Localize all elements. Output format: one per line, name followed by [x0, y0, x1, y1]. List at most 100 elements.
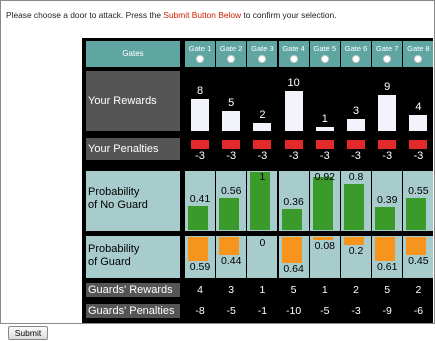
guards-penalty-value: -5 — [226, 305, 236, 317]
prob-guard-value: 0.08 — [314, 240, 336, 252]
penalty-marker — [284, 140, 303, 149]
prob-no-guard-bar — [344, 184, 364, 230]
row-label-rewards: Your Rewards — [86, 71, 180, 131]
reward-value: 5 — [228, 97, 235, 109]
gate-label: Gate 8 — [407, 44, 430, 53]
prob-no-guard-value: 0.56 — [220, 185, 242, 197]
guards-reward-value: 1 — [321, 284, 328, 296]
reward-bar — [315, 127, 334, 131]
guards-reward-value: 3 — [228, 284, 235, 296]
row-label-guards-penalties: Guards' Penalties — [86, 304, 180, 318]
prob-guard-bar — [281, 237, 302, 263]
row-label-gates: Gates — [86, 41, 180, 67]
instructions-highlight: Submit Button Below — [163, 10, 242, 20]
prob-no-guard-value: 0.36 — [283, 196, 304, 208]
penalty-value: -3 — [288, 150, 299, 162]
penalty-marker — [191, 140, 209, 149]
row-label-penalties: Your Penalties — [86, 138, 180, 160]
gate-header-2[interactable]: Gate 2 — [216, 41, 247, 67]
row-label-prob-no-guard-line2: of No Guard — [88, 199, 148, 211]
prob-no-guard-value: 0.8 — [348, 171, 364, 183]
prob-guard-cell — [309, 236, 340, 278]
penalty-value: -3 — [413, 150, 424, 162]
guards-reward-value: 2 — [353, 284, 359, 296]
submit-button[interactable]: Submit — [8, 326, 48, 340]
reward-value: 8 — [196, 85, 204, 97]
prob-guard-value: 0.64 — [283, 263, 304, 275]
reward-value: 3 — [352, 105, 360, 117]
gate-label: Gate 1 — [188, 44, 212, 53]
prob-guard-bar — [312, 237, 333, 240]
guards-penalty-value: -1 — [257, 305, 268, 317]
reward-value: 9 — [384, 81, 391, 93]
gate-radio-button[interactable] — [320, 55, 329, 63]
reward-bar — [191, 99, 209, 131]
gate-label: Gate 2 — [219, 44, 243, 53]
penalty-value: -3 — [319, 150, 330, 162]
prob-guard-value: 0.2 — [348, 245, 364, 257]
gate-radio-button[interactable] — [258, 55, 267, 63]
penalty-marker — [378, 140, 397, 149]
gate-radio-button[interactable] — [383, 55, 392, 63]
gate-header-1[interactable]: Gate 1 — [185, 41, 215, 67]
penalty-value: -3 — [257, 150, 268, 162]
prob-no-guard-bar — [281, 209, 302, 230]
prob-no-guard-value: 0.39 — [376, 194, 398, 206]
guards-penalty-value: -6 — [413, 305, 424, 317]
prob-no-guard-value: 0.55 — [408, 185, 429, 197]
prob-no-guard-bar — [375, 207, 396, 230]
prob-guard-bar — [344, 237, 364, 245]
reward-bar — [253, 123, 272, 131]
row-label-prob-no-guard: Probability of No Guard — [86, 171, 180, 231]
penalty-value: -3 — [195, 150, 205, 162]
gate-header-7[interactable]: Gate 7 — [372, 41, 403, 67]
gate-header-6[interactable]: Gate 6 — [341, 41, 371, 67]
guards-reward-value: 5 — [384, 284, 391, 296]
reward-value: 1 — [321, 113, 328, 125]
guards-penalty-value: -8 — [195, 305, 205, 317]
gate-radio-button[interactable] — [196, 55, 204, 63]
gate-radio-button[interactable] — [227, 55, 236, 63]
prob-guard-bar — [188, 237, 208, 261]
gate-header-5[interactable]: Gate 5 — [309, 41, 340, 67]
prob-no-guard-bar — [250, 172, 271, 230]
prob-guard-cell — [247, 236, 278, 278]
row-label-prob-no-guard-line1: Probability — [88, 186, 140, 198]
gate-header-4[interactable]: Gate 4 — [278, 41, 309, 67]
gate-header-3[interactable]: Gate 3 — [247, 41, 278, 67]
gate-label: Gate 6 — [344, 44, 368, 53]
instructions-after: to confirm your selection. — [241, 10, 337, 20]
reward-bar — [284, 91, 303, 131]
gate-radio-button[interactable] — [414, 55, 423, 63]
instructions-before: Please choose a door to attack. Press th… — [6, 10, 164, 20]
prob-no-guard-value: 0.92 — [314, 171, 336, 183]
gate-label: Gate 4 — [282, 44, 305, 53]
prob-no-guard-bar — [406, 198, 427, 230]
prob-no-guard-value: 0.41 — [189, 193, 211, 205]
penalty-marker — [409, 140, 428, 149]
prob-no-guard-bar — [312, 177, 333, 230]
gate-header-8[interactable]: Gate 8 — [403, 41, 434, 67]
guards-reward-value: 1 — [259, 284, 266, 296]
reward-value: 2 — [259, 109, 266, 121]
guards-reward-value: 2 — [415, 284, 422, 296]
guards-reward-value: 4 — [197, 284, 203, 296]
prob-no-guard-bar — [219, 198, 240, 230]
guards-penalty-value: -5 — [320, 305, 330, 317]
gate-radio-button[interactable] — [352, 55, 360, 63]
gate-label: Gate 3 — [251, 44, 274, 53]
penalty-marker — [222, 140, 241, 149]
reward-bar — [222, 111, 241, 131]
gate-label: Gate 5 — [313, 44, 337, 53]
instructions-text: Please choose a door to attack. Press th… — [6, 10, 337, 20]
row-label-prob-guard-line2: of Guard — [88, 256, 131, 268]
guards-penalty-value: -10 — [286, 305, 302, 317]
reward-bar — [378, 95, 397, 131]
guards-reward-value: 5 — [290, 284, 297, 296]
penalty-marker — [315, 140, 334, 149]
guards-penalty-value: -3 — [351, 305, 361, 317]
gate-radio-button[interactable] — [289, 55, 298, 63]
row-label-guards-rewards: Guards' Rewards — [86, 283, 180, 297]
prob-guard-value: 0 — [259, 237, 266, 249]
reward-bar — [409, 115, 428, 131]
